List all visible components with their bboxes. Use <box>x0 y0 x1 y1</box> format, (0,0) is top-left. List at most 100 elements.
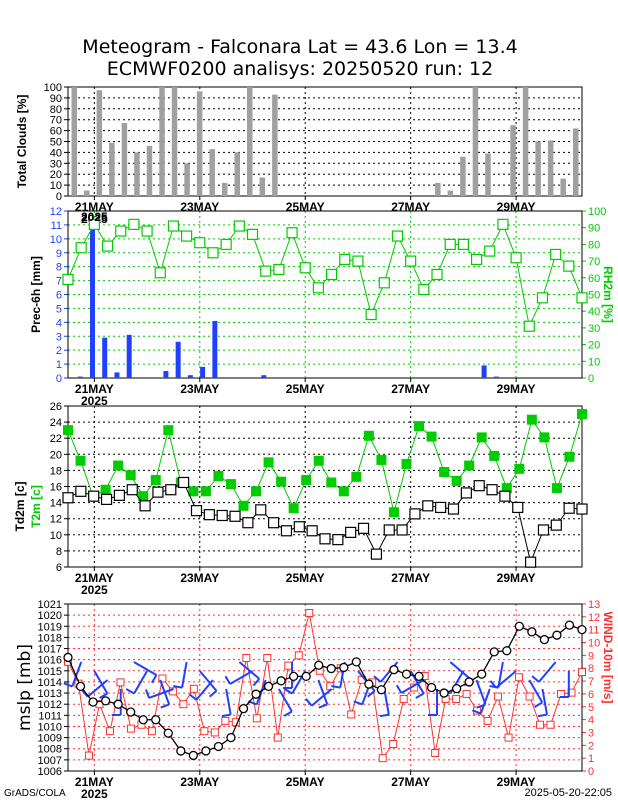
cloud-bar <box>272 94 278 196</box>
rh-point <box>339 253 351 266</box>
y-tick-label: 7 <box>56 276 62 288</box>
td2m-point <box>152 486 164 498</box>
t2m-point <box>414 421 425 432</box>
y2-tick-label: 3 <box>588 727 594 739</box>
y-tick-label: 12 <box>50 514 62 526</box>
year-label: 2025 <box>81 394 108 408</box>
rh-point <box>550 248 562 261</box>
mslp-point <box>314 660 324 670</box>
rh-point <box>405 255 417 267</box>
td2m-point <box>563 502 575 514</box>
mslp-point <box>414 671 424 682</box>
y-tick-label: 1014 <box>38 677 62 689</box>
td2m-point <box>370 548 382 560</box>
t2m-point <box>351 471 362 482</box>
td2m-point <box>319 533 331 545</box>
t2m-point <box>263 457 274 468</box>
y-axis-label: Td2m [c] <box>13 481 27 531</box>
rh-point <box>352 255 364 267</box>
mslp-point <box>213 741 224 752</box>
wind-point <box>578 668 586 677</box>
rh-point <box>299 262 311 274</box>
t2m-point <box>75 455 86 466</box>
y-tick-label: 1 <box>56 359 62 371</box>
y2-tick-label: 10 <box>588 638 600 650</box>
wind-barb <box>133 661 157 676</box>
mslp-point <box>464 677 474 687</box>
y2-tick-label: 8 <box>588 663 594 675</box>
wind-point <box>546 720 555 729</box>
mslp-point <box>514 621 524 631</box>
wind-barb <box>479 688 491 714</box>
t2m-point <box>464 460 475 471</box>
y2-tick-label: 7 <box>588 676 594 688</box>
mslp-point <box>539 634 550 645</box>
cloud-bar <box>209 149 215 196</box>
y2-tick-label: 10 <box>588 356 600 368</box>
t2m-point <box>577 409 587 420</box>
y-tick-label: 1011 <box>38 710 62 722</box>
y-tick-label: 100 <box>44 82 62 94</box>
y-tick-label: 1012 <box>38 699 62 711</box>
t2m-point <box>514 463 525 474</box>
cloud-bar <box>472 87 479 196</box>
y-tick-label: 1019 <box>38 621 62 633</box>
td2m-point <box>524 556 537 568</box>
y-tick-label: 1016 <box>38 655 62 667</box>
y-tick-label: 80 <box>50 104 62 116</box>
td2m-point <box>332 534 344 546</box>
cloud-bar <box>171 87 178 196</box>
y-tick-label: 6 <box>56 562 62 574</box>
x-tick-label: 27MAY <box>391 571 430 585</box>
mslp-point <box>564 620 575 630</box>
x-tick-label: 29MAY <box>497 382 536 396</box>
wind-barb <box>311 688 333 707</box>
chart-title-line2: ECMWF0200 analisys: 20250520 run: 12 <box>107 58 493 80</box>
wind-point <box>147 727 156 736</box>
t2m-point <box>388 507 399 518</box>
td2m-point <box>242 517 254 529</box>
cloud-bar <box>547 140 554 196</box>
cloud-bar <box>572 128 579 196</box>
y2-tick-label: 5 <box>588 702 594 714</box>
x-tick-label: 25MAY <box>286 382 325 396</box>
rh-point <box>181 230 193 242</box>
cloud-bar <box>134 152 140 196</box>
td2m-point <box>203 509 215 521</box>
y2-tick-label: 50 <box>588 290 600 302</box>
precip-bar <box>77 376 83 378</box>
t2m-point <box>288 503 299 514</box>
td2m-point <box>537 524 550 536</box>
rh-point <box>101 240 114 252</box>
cloud-bar <box>510 125 516 196</box>
wind-point <box>273 733 282 742</box>
td2m-point <box>499 490 511 502</box>
t2m-point <box>63 425 73 436</box>
wind-point <box>483 716 492 725</box>
wind-point <box>284 661 293 670</box>
td2m-point <box>293 521 305 533</box>
rh-point <box>378 277 390 289</box>
td2m-point <box>422 500 434 512</box>
wind-barb <box>71 661 83 687</box>
wind-barb-flag <box>151 674 158 684</box>
t2m-point <box>401 458 412 469</box>
precip-rh-panel: 0123456789101112010203040506070809010021… <box>29 206 615 408</box>
wind-barb <box>317 679 329 705</box>
rh-point <box>536 292 549 304</box>
cloud-bar <box>109 142 115 196</box>
wind-barb <box>538 661 557 683</box>
plot-frame <box>67 86 583 197</box>
wind-point <box>221 716 230 725</box>
y-tick-label: 30 <box>50 158 62 170</box>
rh-point <box>312 282 325 294</box>
rh-point <box>325 268 338 281</box>
y-tick-label: 20 <box>50 449 62 461</box>
y-tick-label: 1015 <box>38 666 62 678</box>
t2m-point <box>163 425 174 436</box>
t2m-point <box>439 467 450 478</box>
rh-point <box>418 283 430 296</box>
wind-barb <box>93 670 109 695</box>
mslp-point <box>289 671 299 682</box>
y-tick-label: 1009 <box>38 733 62 745</box>
